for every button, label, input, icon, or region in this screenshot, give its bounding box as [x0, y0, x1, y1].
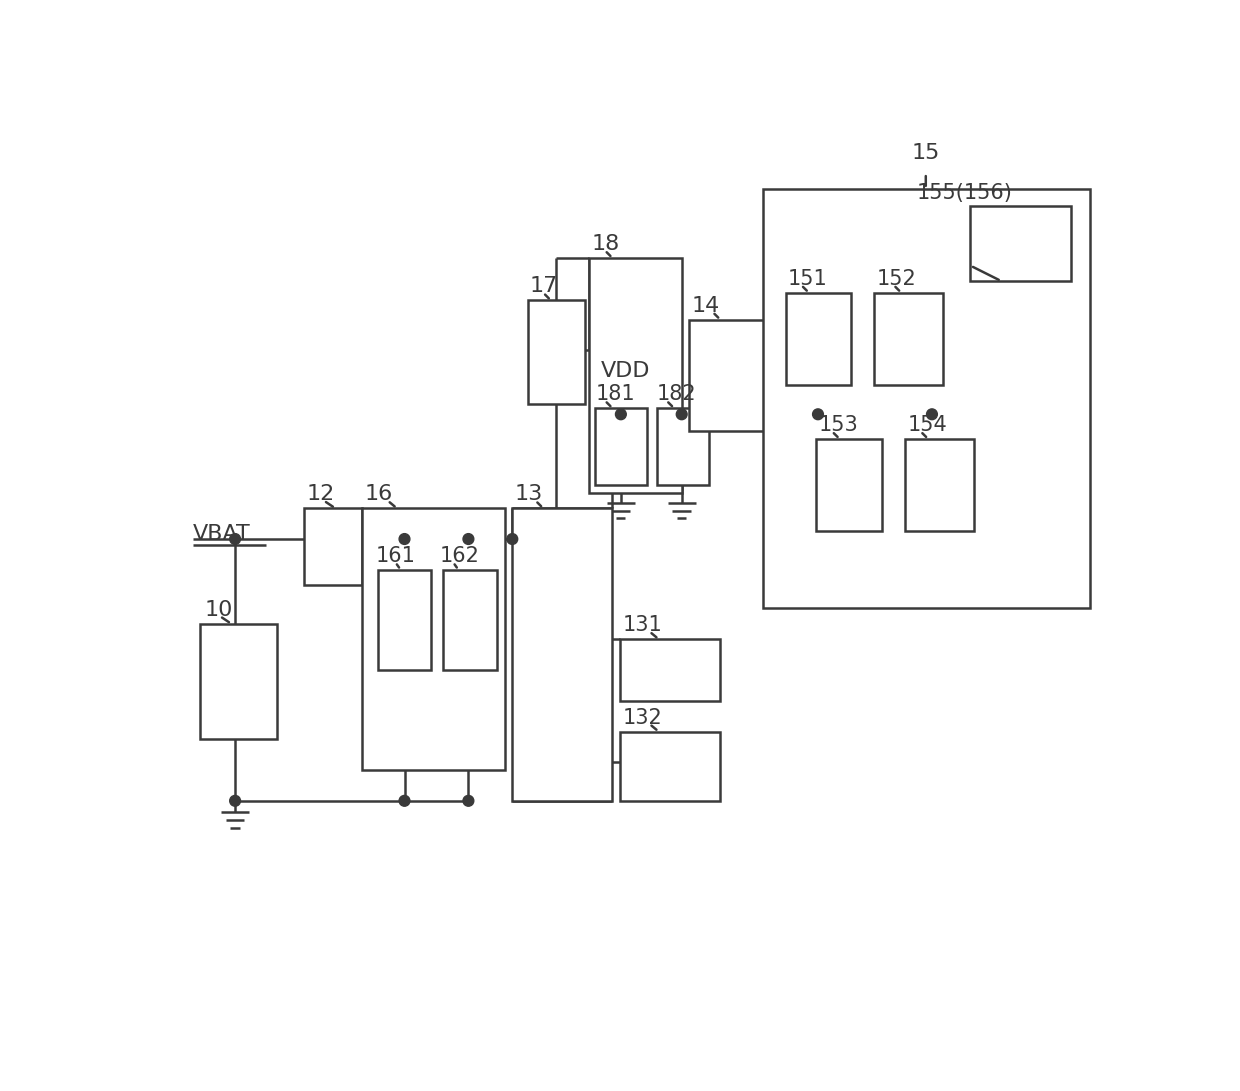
Bar: [304, 508, 362, 585]
Text: 132: 132: [622, 708, 662, 728]
Text: 155(156): 155(156): [916, 182, 1012, 203]
Circle shape: [399, 533, 410, 544]
Text: 16: 16: [365, 484, 393, 504]
Bar: [528, 300, 585, 405]
Text: 15: 15: [911, 143, 940, 164]
Text: 162: 162: [440, 546, 480, 566]
Text: 153: 153: [818, 415, 858, 435]
Text: 131: 131: [622, 615, 662, 635]
Text: 151: 151: [787, 268, 828, 289]
Bar: [362, 508, 505, 770]
Circle shape: [812, 409, 823, 420]
Circle shape: [399, 795, 410, 806]
Text: VBAT: VBAT: [192, 525, 250, 544]
Circle shape: [463, 795, 474, 806]
Text: 17: 17: [529, 276, 558, 297]
Bar: [512, 508, 613, 801]
Text: 10: 10: [205, 600, 233, 620]
Circle shape: [507, 533, 517, 544]
Bar: [971, 206, 1070, 281]
Bar: [786, 292, 851, 385]
Bar: [763, 189, 1090, 609]
Text: 12: 12: [306, 484, 335, 504]
Bar: [443, 570, 497, 670]
Bar: [201, 624, 278, 740]
Bar: [595, 408, 647, 485]
Circle shape: [229, 795, 241, 806]
Bar: [620, 639, 720, 700]
Circle shape: [463, 533, 474, 544]
Text: 13: 13: [515, 484, 543, 504]
Bar: [816, 439, 882, 531]
Text: 18: 18: [591, 235, 620, 254]
Circle shape: [926, 409, 937, 420]
Text: 161: 161: [376, 546, 415, 566]
Circle shape: [615, 409, 626, 420]
Bar: [874, 292, 944, 385]
Text: 152: 152: [877, 268, 916, 289]
Bar: [689, 320, 766, 431]
Circle shape: [229, 533, 241, 544]
Text: VDD: VDD: [601, 361, 650, 381]
Bar: [657, 408, 708, 485]
Bar: [377, 570, 432, 670]
Bar: [905, 439, 975, 531]
Text: 154: 154: [908, 415, 947, 435]
Text: 182: 182: [657, 384, 697, 405]
Text: 14: 14: [692, 296, 720, 315]
Circle shape: [676, 409, 687, 420]
Bar: [589, 257, 682, 493]
Text: 181: 181: [595, 384, 635, 405]
Bar: [620, 732, 720, 801]
